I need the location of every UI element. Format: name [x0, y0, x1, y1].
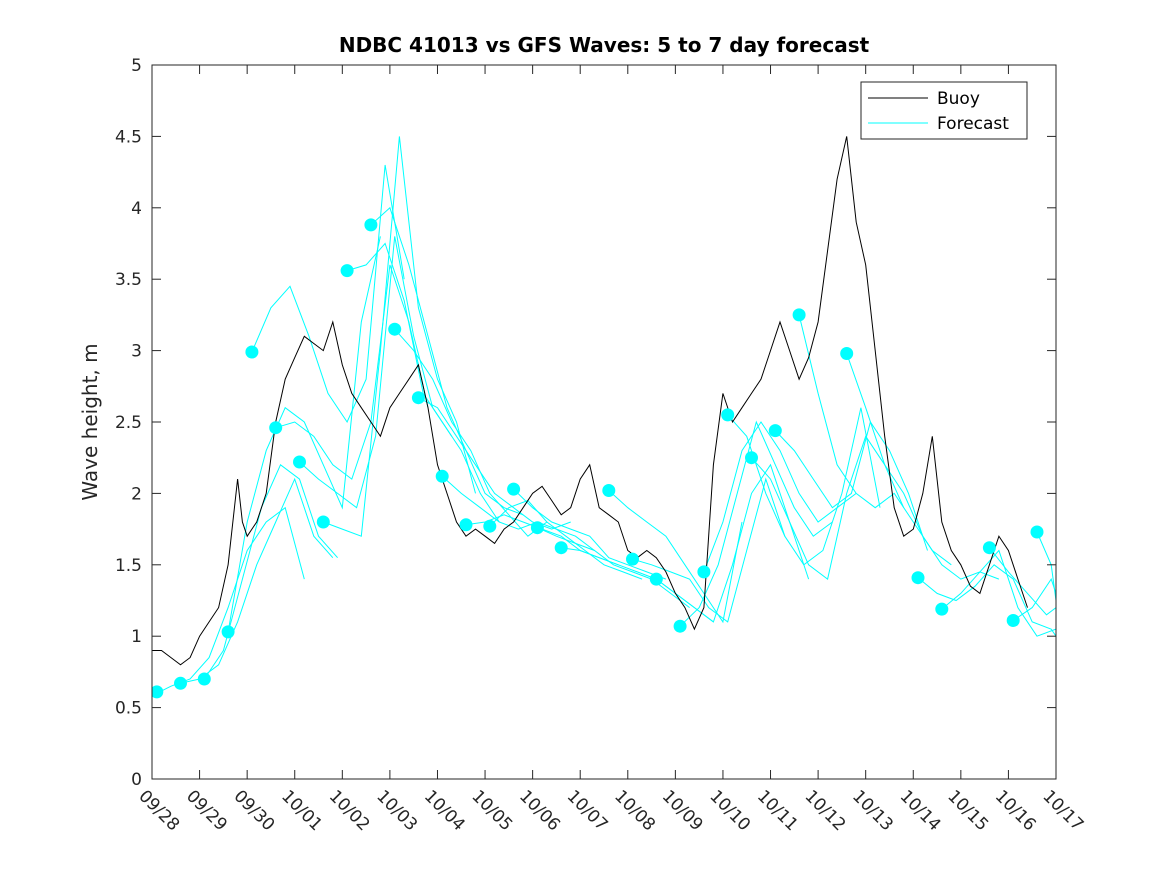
y-tick-label: 1.5 — [115, 556, 142, 576]
forecast-run-line — [489, 499, 643, 580]
y-tick-label: 2.5 — [115, 413, 142, 433]
forecast-marker-point — [1030, 525, 1044, 539]
forecast-run-line — [751, 435, 905, 580]
legend: Buoy Forecast — [860, 81, 1028, 140]
legend-buoy-label: Buoy — [937, 89, 980, 109]
forecast-marker-point — [697, 565, 711, 579]
forecast-run-line — [941, 549, 1056, 637]
buoy-series-line — [152, 136, 1028, 666]
forecast-run-line — [989, 547, 1056, 616]
forecast-marker-point — [745, 451, 758, 465]
forecast-run-line — [323, 136, 476, 537]
forecast-marker-point — [197, 672, 211, 686]
forecast-marker-point — [1006, 614, 1020, 627]
forecast-marker-point — [483, 519, 497, 533]
forecast-marker-point — [269, 421, 283, 435]
forecast-marker-point — [768, 424, 782, 438]
forecast-run-line — [917, 564, 1056, 637]
y-tick-label: 0 — [131, 770, 142, 790]
forecast-marker-point — [411, 391, 425, 405]
forecast-marker-point — [530, 521, 544, 535]
forecast-run-line — [703, 421, 857, 573]
forecast-run-line — [203, 464, 338, 680]
forecast-marker-point — [152, 685, 164, 699]
forecast-marker-point — [673, 619, 687, 633]
forecast-run-line — [846, 353, 1000, 580]
forecast-marker-point — [435, 469, 449, 483]
y-tick-label: 2 — [131, 484, 142, 504]
forecast-marker-point — [982, 541, 996, 555]
forecast-marker-point — [649, 572, 663, 586]
forecast-run-line — [227, 236, 381, 632]
y-tick-label: 3 — [131, 342, 142, 362]
forecast-marker-point — [293, 455, 306, 469]
forecast-marker-point — [174, 676, 187, 690]
legend-forecast-label: Forecast — [937, 114, 1009, 134]
forecast-run-line — [608, 490, 743, 624]
forecast-run-line — [632, 477, 786, 623]
y-tick-label: 5 — [131, 56, 142, 76]
chart-title: NDBC 41013 vs GFS Waves: 5 to 7 day fore… — [339, 33, 870, 57]
forecast-marker-point — [602, 484, 616, 497]
forecast-marker-point — [911, 571, 925, 585]
forecast-run-line — [299, 236, 453, 509]
forecast-run-line — [441, 475, 595, 551]
forecast-run-line — [656, 463, 810, 623]
forecast-marker-point — [221, 625, 235, 639]
forecast-marker-point — [840, 347, 854, 360]
y-tick-label: 4.5 — [115, 127, 142, 147]
y-tick-label: 0.5 — [115, 699, 142, 719]
forecast-run-line — [513, 488, 667, 580]
forecast-marker-point — [935, 602, 949, 616]
forecast-marker-point — [626, 552, 639, 566]
forecast-run-line — [394, 328, 548, 537]
forecast-marker-point — [554, 541, 568, 555]
forecast-marker-point — [459, 518, 473, 532]
forecast-marker-point — [792, 308, 806, 322]
plot-area — [152, 136, 1056, 699]
forecast-run-line — [275, 264, 429, 480]
forecast-run-line — [774, 420, 928, 551]
y-tick-label: 3.5 — [115, 270, 142, 290]
y-axis-label: Wave height, m — [78, 343, 102, 500]
forecast-marker-point — [245, 345, 259, 359]
forecast-run-line — [537, 527, 690, 609]
forecast-marker-point — [316, 515, 330, 529]
legend-box — [860, 81, 1028, 140]
forecast-marker-point — [364, 218, 378, 232]
forecast-marker-point — [721, 408, 735, 422]
forecast-run-line — [251, 164, 405, 424]
forecast-run-line — [418, 397, 571, 530]
y-tick-label: 4 — [131, 199, 142, 219]
y-tick-label: 1 — [131, 627, 142, 647]
forecast-run-line — [679, 420, 833, 627]
forecast-marker-point — [388, 322, 402, 336]
forecast-marker-point — [340, 264, 354, 278]
forecast-marker-point — [507, 482, 521, 496]
